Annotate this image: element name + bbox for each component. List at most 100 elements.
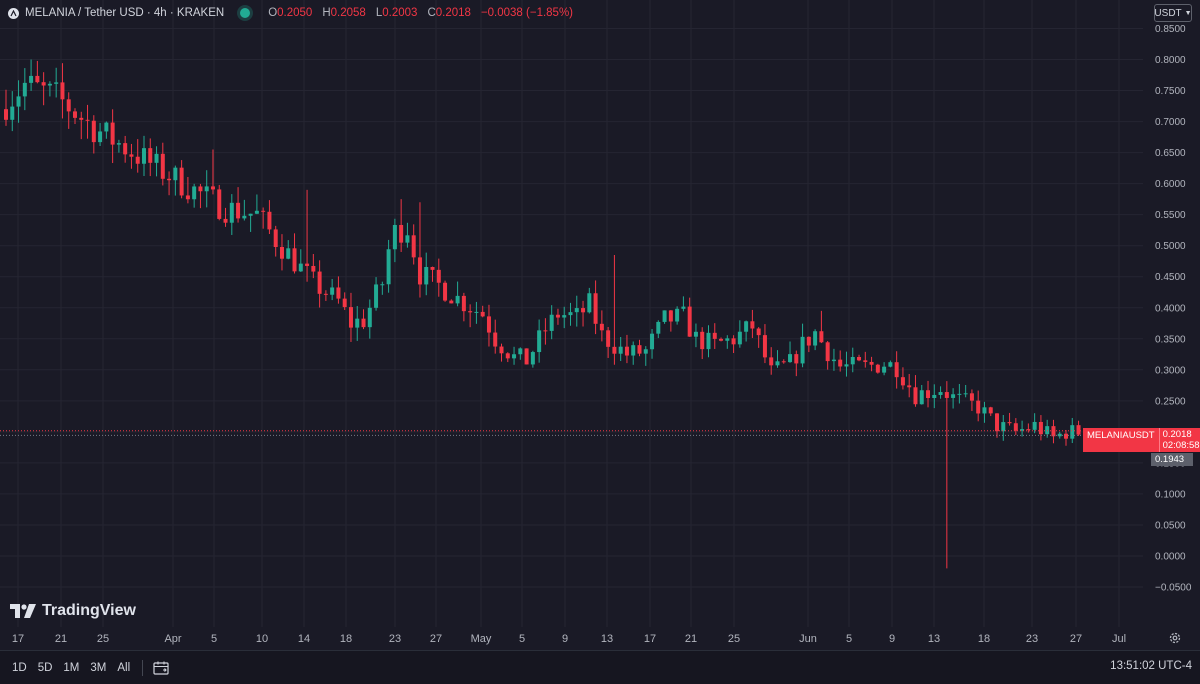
chart-area[interactable]: 0.8500 0.8000 0.7500 0.7000 0.6500 0.6000 0.55…: [0, 0, 1200, 650]
range-1m-button[interactable]: 1M: [63, 661, 80, 674]
candle-body: [179, 167, 184, 196]
candle-body: [1070, 425, 1075, 439]
candle-body: [631, 345, 636, 356]
candle-body: [60, 82, 65, 100]
candle-body: [66, 99, 71, 112]
candle-body: [35, 75, 40, 83]
calendar-icon[interactable]: [153, 661, 169, 675]
candle-body: [374, 284, 379, 308]
candle-body: [825, 342, 830, 362]
tradingview-logo[interactable]: TradingView: [10, 602, 136, 620]
candle-body: [800, 336, 805, 364]
candle-body: [242, 215, 247, 219]
candle-body: [486, 316, 491, 333]
price-tick-label: −0.0500: [1155, 583, 1192, 594]
date-tick-label: 27: [1070, 633, 1082, 645]
date-tick-label: 9: [562, 633, 568, 645]
candle-body: [982, 407, 987, 414]
candle-body: [254, 210, 259, 214]
candle-body: [449, 300, 454, 304]
range-all-button[interactable]: All: [117, 661, 131, 674]
candle-body: [719, 338, 724, 341]
price-tick-label: 0.8500: [1155, 24, 1186, 35]
candle-body: [675, 308, 680, 322]
candle-body: [279, 247, 284, 259]
candle-body: [198, 186, 203, 192]
candle-body: [461, 295, 466, 312]
candle-body: [436, 269, 441, 283]
candle-body: [91, 120, 96, 143]
candle-body: [838, 359, 843, 367]
currency-selector[interactable]: USDT ▼: [1154, 4, 1192, 22]
candle-body: [330, 287, 335, 295]
candle-body: [430, 266, 435, 270]
candle-body: [167, 178, 172, 181]
candle-body: [756, 328, 761, 336]
candle-body: [624, 346, 629, 356]
candle-body: [650, 333, 655, 350]
date-tick-label: May: [471, 633, 492, 645]
candle-body: [317, 271, 322, 294]
candle-body: [518, 348, 523, 355]
candle-body: [712, 332, 717, 339]
range-3m-button[interactable]: 3M: [90, 661, 107, 674]
candle-body: [957, 393, 962, 395]
candle-body: [687, 306, 692, 337]
candle-body: [1001, 422, 1006, 432]
last-price-tag: MELANIAUSDT 0.2018 02:08:58: [1083, 428, 1200, 452]
high-label: H: [322, 7, 331, 19]
clock[interactable]: 13:51:02 UTC-4: [1110, 660, 1192, 672]
tag-countdown: 02:08:58: [1162, 440, 1200, 451]
candle-body: [813, 331, 818, 346]
open-label: O: [268, 7, 278, 19]
price-tick-label: 0.7000: [1155, 117, 1186, 128]
tradingview-logo-icon: [10, 604, 36, 618]
candle-body: [380, 284, 385, 286]
symbol-title[interactable]: MELANIA / Tether USD · 4h · KRAKEN: [25, 7, 225, 19]
candle-body: [22, 82, 27, 97]
candle-body: [129, 154, 134, 157]
candle-body: [606, 330, 611, 347]
candle-body: [474, 311, 479, 313]
date-tick-label: 5: [846, 633, 852, 645]
close-value: 0.2018: [435, 7, 471, 19]
candle-body: [85, 119, 90, 121]
candle-body: [79, 117, 84, 120]
candle-body: [392, 224, 397, 250]
price-tick-label: 0.3000: [1155, 365, 1186, 376]
price-chart[interactable]: 0.8500 0.8000 0.7500 0.7000 0.6500 0.6000 0.55…: [0, 0, 1200, 650]
candle-body: [731, 338, 736, 345]
low-value: 0.2003: [382, 7, 418, 19]
candle-body: [355, 318, 360, 328]
symbol-legend: MELANIA / Tether USD · 4h · KRAKEN O 0.20…: [8, 7, 573, 19]
candle-body: [581, 308, 586, 313]
date-tick-label: Jun: [799, 633, 817, 645]
gear-icon[interactable]: [1168, 631, 1182, 645]
chevron-down-icon: ▼: [1184, 9, 1192, 17]
candle-body: [976, 400, 981, 414]
candle-body: [512, 354, 517, 359]
candle-body: [932, 394, 937, 399]
candle-body: [47, 83, 52, 86]
candle-body: [769, 357, 774, 366]
candle-body: [185, 195, 190, 200]
range-5d-button[interactable]: 5D: [37, 661, 53, 674]
candle-body: [863, 360, 868, 362]
candle-body: [98, 131, 103, 143]
candle-body: [530, 352, 535, 365]
market-status-icon[interactable]: [240, 8, 251, 18]
range-1d-button[interactable]: 1D: [12, 661, 27, 674]
candle-body: [668, 310, 673, 322]
candle-body: [643, 349, 648, 354]
brand-name: TradingView: [42, 602, 136, 619]
candle-body: [1007, 422, 1012, 424]
candle-body: [574, 308, 579, 313]
candle-body: [204, 186, 209, 192]
price-tick-label: 0.4000: [1155, 303, 1186, 314]
date-tick-label: 18: [978, 633, 990, 645]
tag-last-price: 0.2018: [1162, 429, 1192, 440]
candle-body: [141, 148, 146, 164]
candle-body: [10, 106, 15, 120]
candle-body: [405, 235, 410, 243]
candle-body: [217, 189, 222, 219]
